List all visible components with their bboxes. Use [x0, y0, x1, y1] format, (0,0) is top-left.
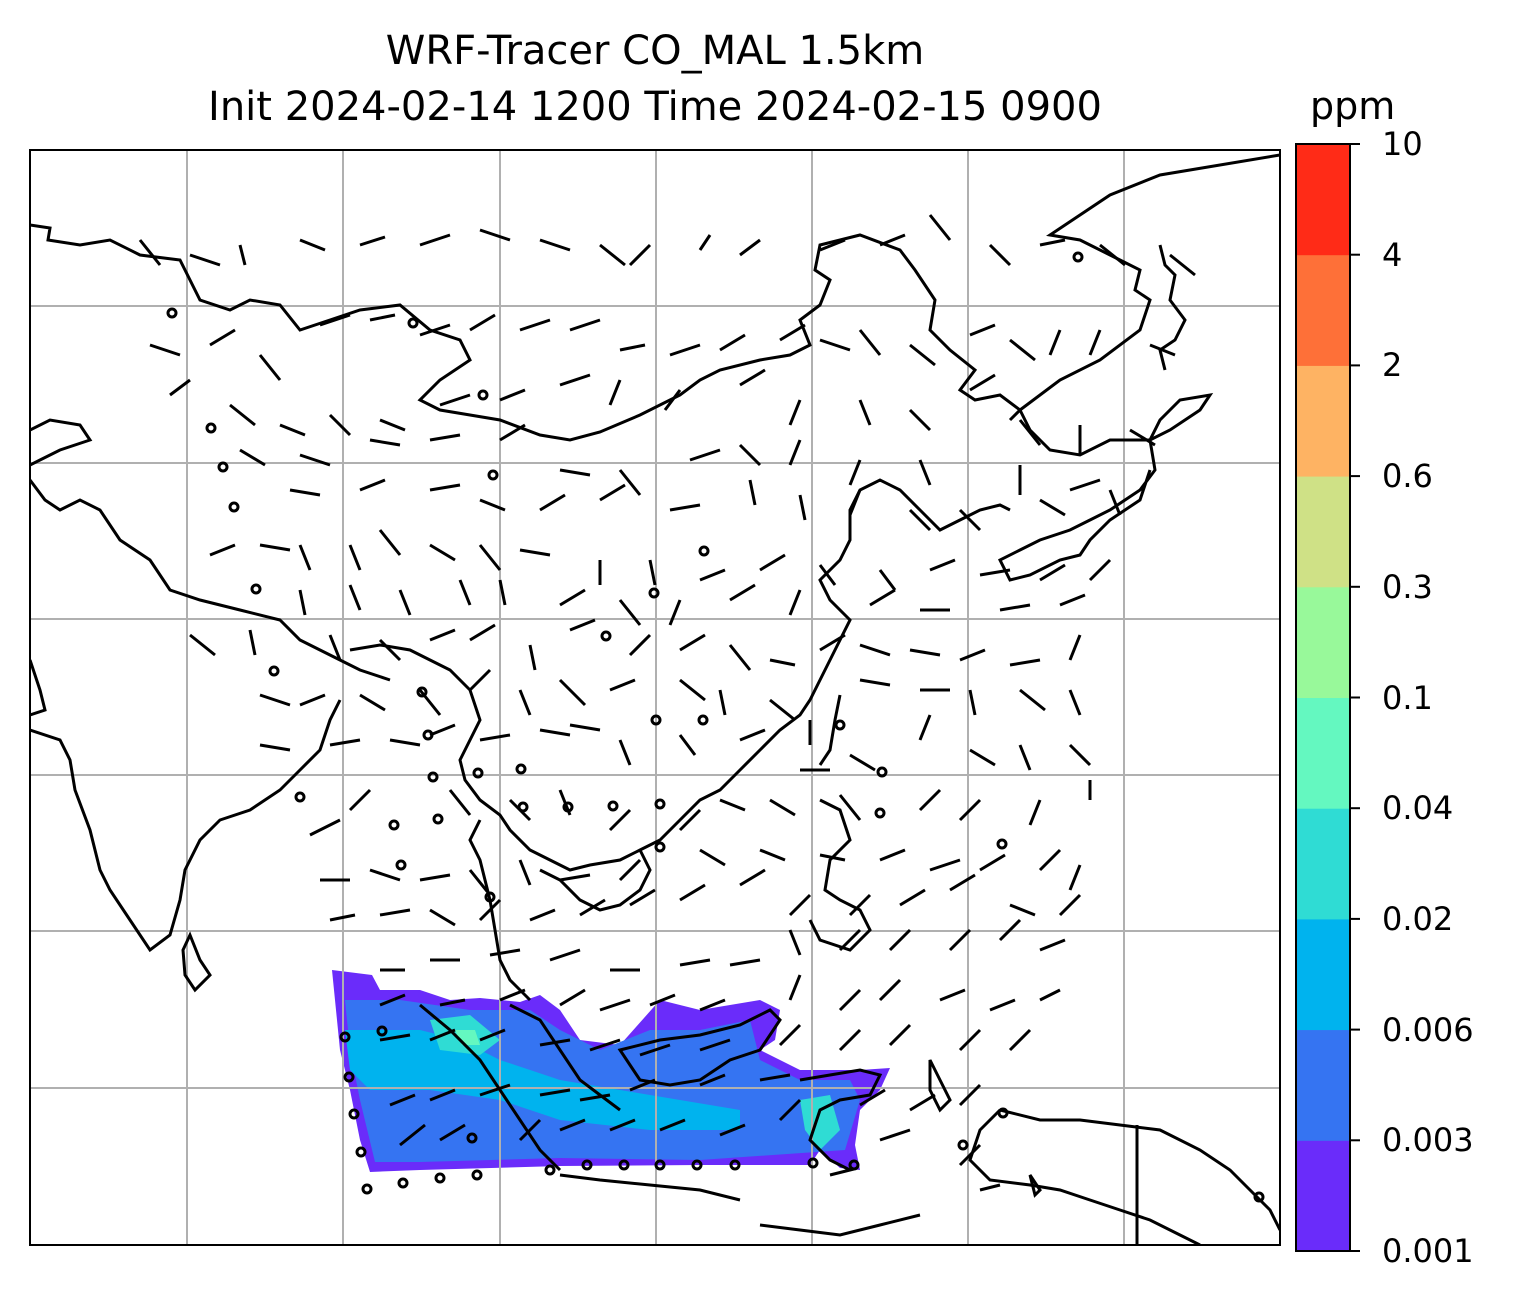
colorbar-tick-label: 0.006 — [1382, 1010, 1474, 1049]
colorbar-tick-label: 0.1 — [1382, 678, 1433, 717]
tracer-plume — [332, 970, 890, 1172]
colorbar-tick-label: 0.003 — [1382, 1121, 1474, 1160]
colorbar-unit: ppm — [1310, 84, 1396, 128]
colorbar-tick-label: 2 — [1382, 346, 1403, 385]
colorbar-tick-label: 0.04 — [1382, 789, 1454, 828]
plot-title-line1: WRF-Tracer CO_MAL 1.5km — [385, 28, 925, 74]
colorbar-swatch — [1296, 144, 1350, 256]
colorbar-tick-label: 4 — [1382, 235, 1403, 274]
colorbar-swatch — [1296, 1029, 1350, 1141]
colorbar-swatch — [1296, 254, 1350, 366]
colorbar-tick-label: 10 — [1382, 125, 1423, 163]
colorbar-tick-label: 0.001 — [1382, 1232, 1474, 1270]
colorbar — [1295, 143, 1360, 1252]
colorbar-swatch — [1296, 476, 1350, 588]
plot-title-line2: Init 2024-02-14 1200 Time 2024-02-15 090… — [208, 84, 1102, 130]
colorbar-swatch — [1296, 918, 1350, 1031]
colorbar-swatch — [1296, 697, 1350, 809]
colorbar-tick-label: 0.6 — [1382, 457, 1433, 496]
map-frame — [29, 149, 1281, 1246]
colorbar-swatch — [1296, 808, 1350, 920]
map-gridlines — [30, 150, 1280, 1245]
colorbar-swatch — [1296, 365, 1350, 477]
colorbar-swatch — [1296, 1140, 1350, 1252]
colorbar-tick-label: 0.3 — [1382, 567, 1433, 606]
wind-barbs — [138, 214, 1196, 1192]
colorbar-swatch — [1296, 586, 1350, 698]
colorbar-tick-label: 0.02 — [1382, 899, 1454, 938]
calm-wind-markers — [166, 251, 1265, 1203]
